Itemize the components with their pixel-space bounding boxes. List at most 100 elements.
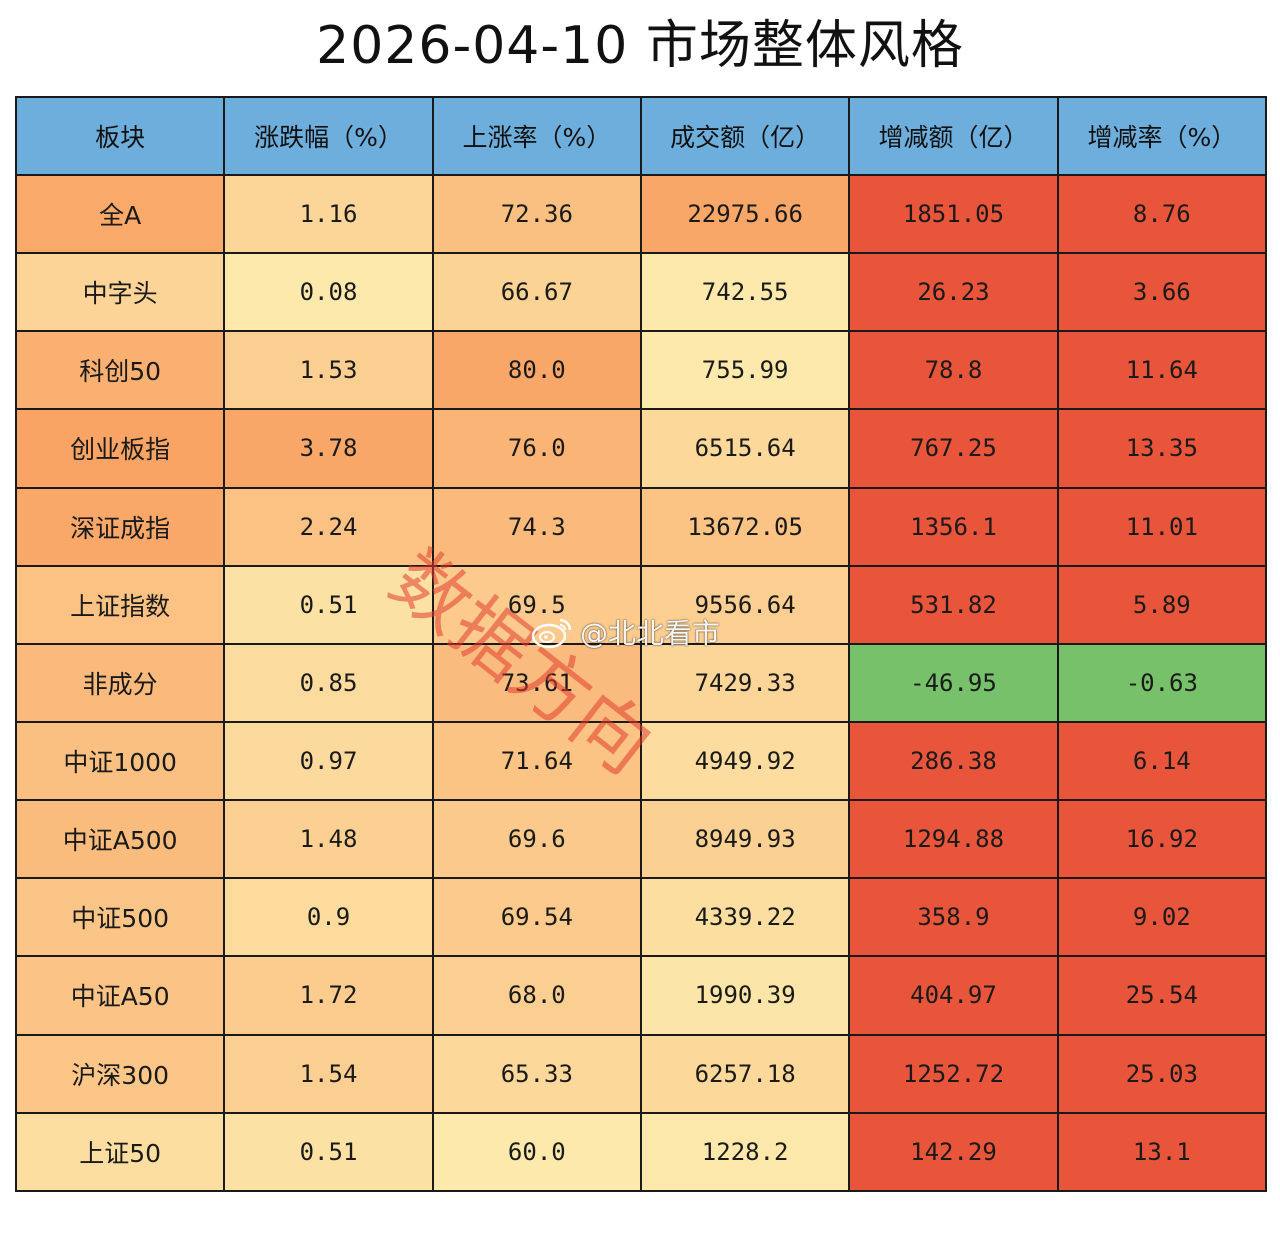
cell-up-ratio: 66.67 <box>431 252 642 333</box>
cell-up-ratio: 80.0 <box>431 330 642 411</box>
cell-turnover-delta: -46.95 <box>848 642 1059 723</box>
table-row: 创业板指 3.78 76.0 6515.64 767.25 13.35 <box>14 408 1268 489</box>
column-header-turnover: 成交额（亿） <box>639 96 851 176</box>
cell-sector: 中证1000 <box>14 720 226 802</box>
cell-change-pct: 0.9 <box>223 877 434 958</box>
cell-turnover-delta-pct: 9.02 <box>1056 877 1268 958</box>
cell-turnover: 7429.33 <box>639 642 851 723</box>
cell-change-pct: 0.97 <box>223 720 434 802</box>
cell-turnover-delta-pct: 11.64 <box>1056 330 1268 411</box>
cell-turnover-delta: 142.29 <box>848 1111 1059 1193</box>
market-style-table: 板块 涨跌幅（%） 上涨率（%） 成交额（亿） 增减额（亿） 增减率（%） 全A 1.16 7… <box>14 96 1268 1193</box>
cell-change-pct: 0.85 <box>223 642 434 723</box>
cell-turnover-delta-pct: 25.54 <box>1056 955 1268 1036</box>
column-header-change-pct: 涨跌幅（%） <box>223 96 434 176</box>
cell-turnover: 1990.39 <box>639 955 851 1036</box>
cell-turnover-delta: 358.9 <box>848 877 1059 958</box>
cell-sector: 中字头 <box>14 252 226 333</box>
cell-turnover-delta-pct: 6.14 <box>1056 720 1268 802</box>
cell-turnover-delta-pct: 16.92 <box>1056 799 1268 880</box>
cell-up-ratio: 60.0 <box>431 1111 642 1193</box>
cell-up-ratio: 69.54 <box>431 877 642 958</box>
table-row: 沪深300 1.54 65.33 6257.18 1252.72 25.03 <box>14 1033 1268 1114</box>
cell-turnover-delta: 1851.05 <box>848 173 1059 255</box>
cell-sector: 上证指数 <box>14 564 226 645</box>
cell-turnover-delta: 404.97 <box>848 955 1059 1036</box>
cell-turnover: 755.99 <box>639 330 851 411</box>
cell-up-ratio: 74.3 <box>431 486 642 567</box>
column-header-sector: 板块 <box>14 96 226 176</box>
cell-turnover: 4949.92 <box>639 720 851 802</box>
cell-turnover: 742.55 <box>639 252 851 333</box>
cell-change-pct: 1.53 <box>223 330 434 411</box>
cell-turnover-delta-pct: 8.76 <box>1056 173 1268 255</box>
cell-turnover-delta: 26.23 <box>848 252 1059 333</box>
cell-change-pct: 1.54 <box>223 1033 434 1114</box>
cell-up-ratio: 72.36 <box>431 173 642 255</box>
cell-up-ratio: 68.0 <box>431 955 642 1036</box>
cell-turnover-delta: 1356.1 <box>848 486 1059 567</box>
cell-up-ratio: 76.0 <box>431 408 642 489</box>
cell-turnover-delta-pct: 11.01 <box>1056 486 1268 567</box>
page-title: 2026-04-10 市场整体风格 <box>316 16 964 76</box>
cell-turnover: 13672.05 <box>639 486 851 567</box>
cell-up-ratio: 71.64 <box>431 720 642 802</box>
cell-change-pct: 2.24 <box>223 486 434 567</box>
table-row: 非成分 0.85 73.61 7429.33 -46.95 -0.63 <box>14 642 1268 723</box>
cell-sector: 科创50 <box>14 330 226 411</box>
column-header-turnover-delta-pct: 增减率（%） <box>1056 96 1268 176</box>
table-row: 上证指数 0.51 69.5 9556.64 531.82 5.89 <box>14 564 1268 645</box>
cell-turnover-delta: 1294.88 <box>848 799 1059 880</box>
table-body: 全A 1.16 72.36 22975.66 1851.05 8.76 中字头 0.08 66.… <box>14 173 1268 1193</box>
cell-turnover-delta-pct: -0.63 <box>1056 642 1268 723</box>
cell-turnover: 6515.64 <box>639 408 851 489</box>
column-header-up-ratio: 上涨率（%） <box>431 96 642 176</box>
cell-change-pct: 0.51 <box>223 564 434 645</box>
weibo-handle: @北北看市 <box>580 617 721 650</box>
cell-turnover-delta: 531.82 <box>848 564 1059 645</box>
cell-up-ratio: 65.33 <box>431 1033 642 1114</box>
cell-up-ratio: 69.6 <box>431 799 642 880</box>
cell-turnover: 8949.93 <box>639 799 851 880</box>
cell-turnover-delta: 1252.72 <box>848 1033 1059 1114</box>
table-row: 全A 1.16 72.36 22975.66 1851.05 8.76 <box>14 173 1268 255</box>
cell-sector: 沪深300 <box>14 1033 226 1114</box>
cell-turnover: 6257.18 <box>639 1033 851 1114</box>
cell-turnover-delta-pct: 5.89 <box>1056 564 1268 645</box>
table-row: 深证成指 2.24 74.3 13672.05 1356.1 11.01 <box>14 486 1268 567</box>
cell-change-pct: 1.48 <box>223 799 434 880</box>
cell-sector: 上证50 <box>14 1111 226 1193</box>
cell-turnover-delta-pct: 3.66 <box>1056 252 1268 333</box>
table-row: 中证A50 1.72 68.0 1990.39 404.97 25.54 <box>14 955 1268 1036</box>
cell-change-pct: 1.16 <box>223 173 434 255</box>
cell-change-pct: 0.08 <box>223 252 434 333</box>
table-header-row: 板块 涨跌幅（%） 上涨率（%） 成交额（亿） 增减额（亿） 增减率（%） <box>14 96 1268 176</box>
weibo-watermark: @北北看市 <box>530 612 720 652</box>
cell-change-pct: 3.78 <box>223 408 434 489</box>
cell-sector: 中证500 <box>14 877 226 958</box>
cell-up-ratio: 73.61 <box>431 642 642 723</box>
cell-sector: 全A <box>14 173 226 255</box>
column-header-turnover-delta: 增减额（亿） <box>848 96 1059 176</box>
table-row: 科创50 1.53 80.0 755.99 78.8 11.64 <box>14 330 1268 411</box>
table-row: 中证A500 1.48 69.6 8949.93 1294.88 16.92 <box>14 799 1268 880</box>
cell-turnover-delta: 286.38 <box>848 720 1059 802</box>
cell-sector: 深证成指 <box>14 486 226 567</box>
cell-sector: 非成分 <box>14 642 226 723</box>
table-row: 中字头 0.08 66.67 742.55 26.23 3.66 <box>14 252 1268 333</box>
cell-change-pct: 0.51 <box>223 1111 434 1193</box>
cell-turnover-delta-pct: 13.1 <box>1056 1111 1268 1193</box>
cell-turnover: 4339.22 <box>639 877 851 958</box>
table-row: 中证1000 0.97 71.64 4949.92 286.38 6.14 <box>14 720 1268 802</box>
table-row: 上证50 0.51 60.0 1228.2 142.29 13.1 <box>14 1111 1268 1193</box>
cell-turnover: 9556.64 <box>639 564 851 645</box>
cell-turnover-delta: 767.25 <box>848 408 1059 489</box>
cell-turnover-delta-pct: 25.03 <box>1056 1033 1268 1114</box>
cell-sector: 中证A500 <box>14 799 226 880</box>
cell-sector: 中证A50 <box>14 955 226 1036</box>
cell-up-ratio: 69.5 <box>431 564 642 645</box>
table-row: 中证500 0.9 69.54 4339.22 358.9 9.02 <box>14 877 1268 958</box>
cell-turnover: 1228.2 <box>639 1111 851 1193</box>
cell-turnover-delta: 78.8 <box>848 330 1059 411</box>
cell-turnover: 22975.66 <box>639 173 851 255</box>
